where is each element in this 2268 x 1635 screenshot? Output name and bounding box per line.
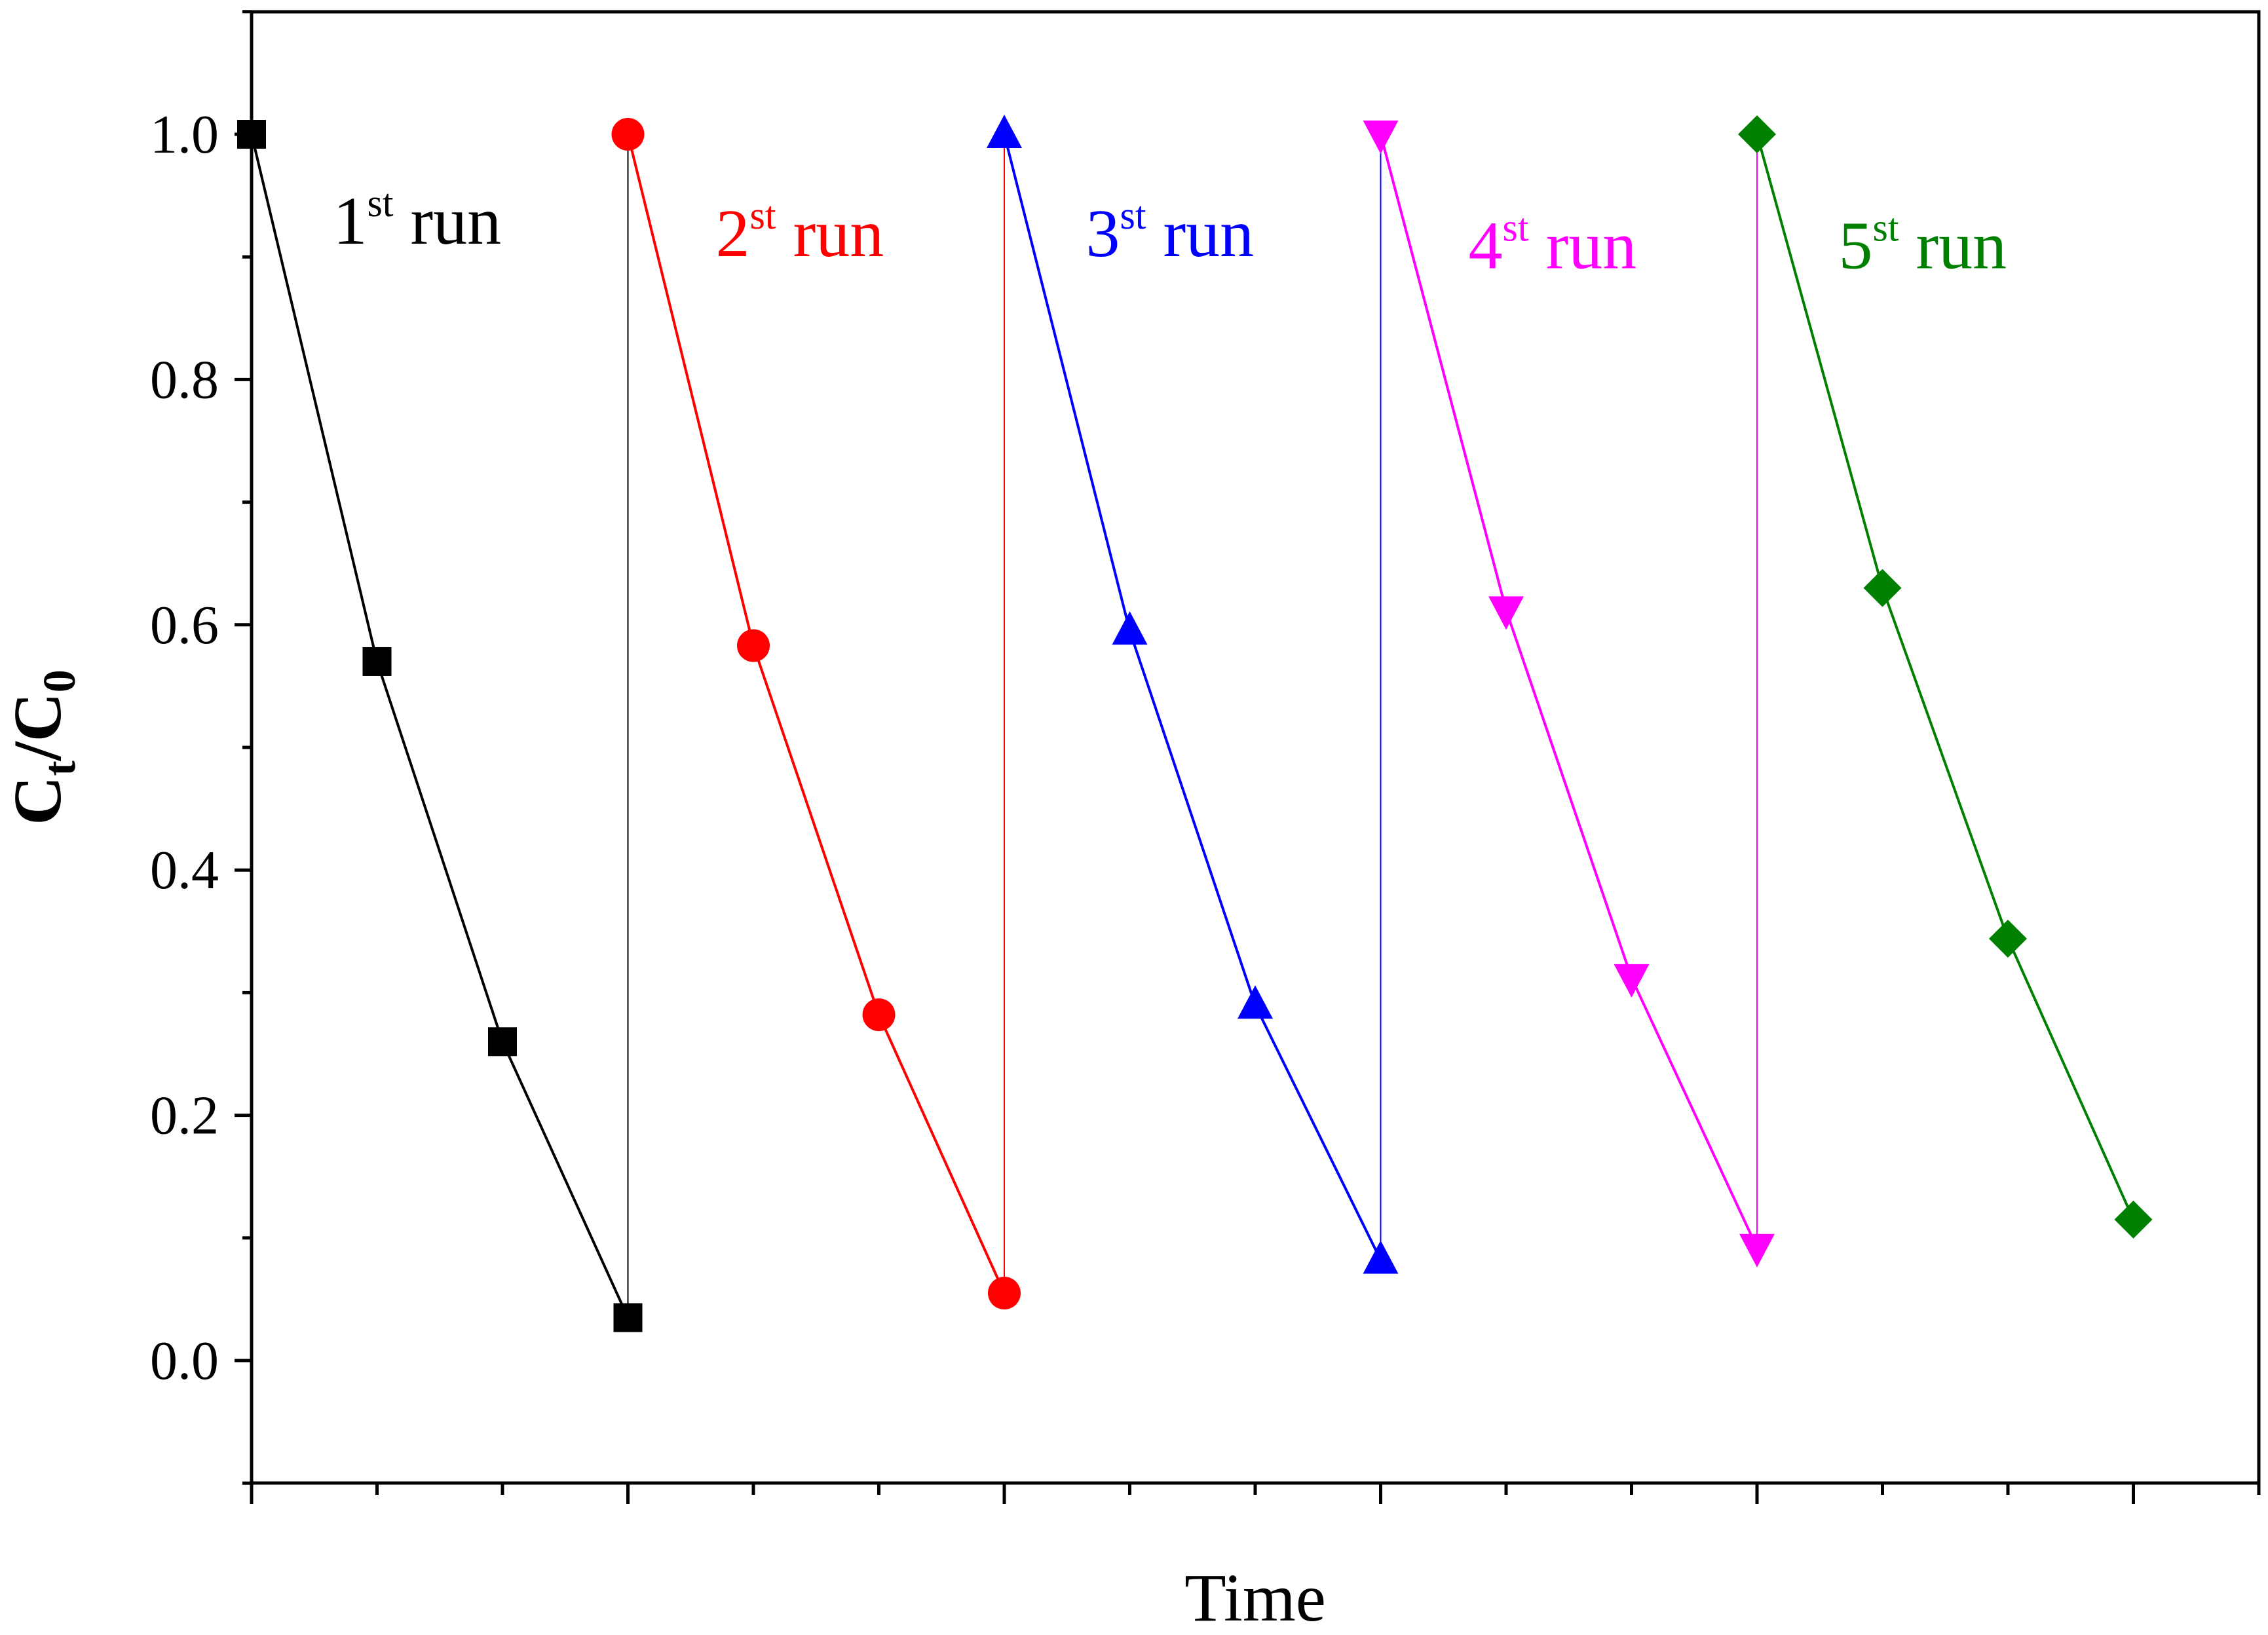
run-labels: 1st run 2st run 3st run 4st run 5st run	[333, 181, 2007, 283]
data-point-circle	[737, 629, 770, 662]
run-label-word: run	[394, 183, 502, 259]
run-label-number: 3	[1086, 196, 1120, 271]
y-tick-label: 0.6	[150, 595, 219, 656]
y-tick-label: 1.0	[150, 104, 219, 165]
series-2	[611, 118, 1021, 1310]
data-point-square	[613, 1303, 643, 1332]
run-label-number: 2	[716, 196, 750, 271]
data-point-square	[488, 1027, 517, 1057]
data-point-triangle-up	[1363, 1240, 1399, 1274]
run-label-superscript: st	[1872, 206, 1899, 249]
y-tick-label: 0.8	[150, 349, 219, 410]
y-tick-label: 0.2	[150, 1085, 219, 1146]
series-3	[987, 115, 1399, 1274]
data-point-diamond	[1738, 115, 1776, 153]
data-point-triangle-down	[1363, 121, 1399, 154]
plot-area	[237, 115, 2153, 1332]
series-1	[237, 120, 643, 1332]
data-point-triangle-down	[1614, 964, 1650, 998]
series-line	[1003, 134, 1382, 1261]
y-axis-title-c: C	[0, 776, 75, 825]
data-point-circle	[988, 1277, 1021, 1310]
series-5	[1738, 115, 2153, 1239]
series-line	[1756, 134, 2135, 1220]
data-point-square	[362, 647, 392, 676]
x-axis-title: Time	[1184, 1560, 1326, 1635]
run-label-number: 1	[333, 183, 367, 259]
run-label-3: 3st run	[1086, 194, 1254, 271]
run-label-4: 4st run	[1469, 206, 1637, 283]
series-line	[626, 134, 1006, 1294]
run-label-1: 1st run	[333, 181, 501, 259]
y-axis-title: Ct/C0	[0, 669, 85, 825]
run-label-superscript: st	[1120, 194, 1146, 237]
data-point-circle	[862, 998, 896, 1032]
run-label-word: run	[776, 196, 884, 271]
y-axis-title-c0: C	[0, 692, 75, 742]
data-point-diamond	[1863, 569, 1902, 607]
run-label-word: run	[1146, 196, 1255, 271]
y-tick-label: 0.0	[150, 1330, 219, 1391]
run-label-word: run	[1529, 208, 1637, 283]
data-point-triangle-up	[987, 115, 1022, 148]
run-label-superscript: st	[750, 194, 776, 237]
run-label-word: run	[1899, 208, 2007, 283]
series-line	[250, 134, 630, 1319]
data-point-diamond	[2114, 1200, 2153, 1239]
y-axis-title-sub-t: t	[35, 761, 85, 776]
run-label-superscript: st	[367, 181, 393, 225]
run-label-2: 2st run	[716, 194, 884, 271]
y-tick-label: 0.4	[150, 840, 219, 901]
data-point-circle	[611, 118, 645, 151]
data-point-diamond	[1989, 920, 2027, 958]
data-point-triangle-up	[1238, 985, 1273, 1019]
series-line	[1379, 134, 1758, 1249]
y-axis-title-sub-0: 0	[35, 669, 85, 692]
run-label-number: 5	[1838, 208, 1872, 283]
y-axis-title-slash: /	[0, 741, 75, 762]
data-point-triangle-up	[1112, 611, 1148, 645]
data-point-triangle-down	[1739, 1233, 1775, 1268]
data-point-triangle-down	[1488, 596, 1524, 630]
series-4	[1363, 121, 1775, 1268]
run-label-superscript: st	[1503, 206, 1529, 249]
run-label-number: 4	[1469, 208, 1503, 283]
axes: 0.0 0.2 0.4 0.6 0.8 1.0	[150, 10, 2261, 1504]
run-label-5: 5st run	[1838, 206, 2007, 283]
